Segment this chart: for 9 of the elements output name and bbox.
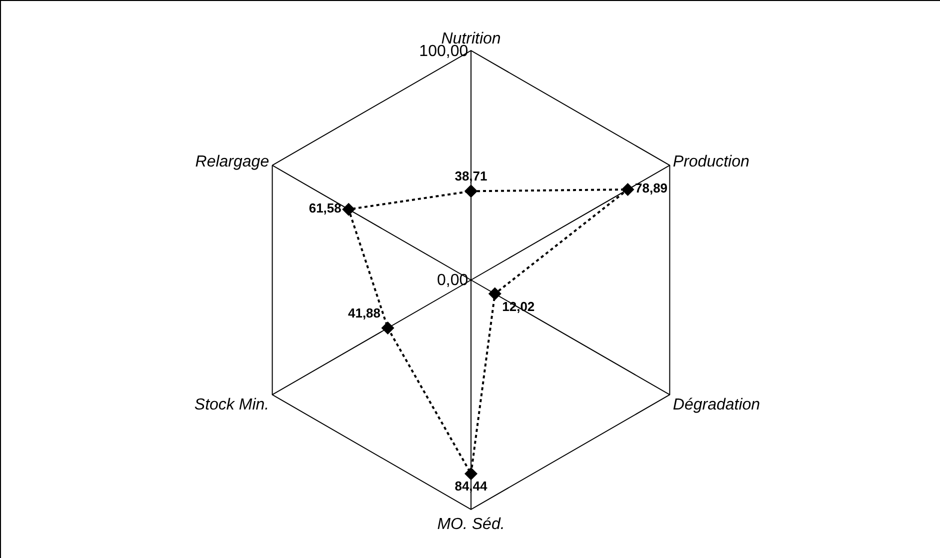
data-label: 61,58 bbox=[308, 200, 342, 216]
y-tick-label: 0,00 bbox=[436, 272, 468, 290]
spoke-label: Stock Min. bbox=[194, 396, 270, 414]
spoke-label: Dégradation bbox=[672, 396, 760, 414]
data-label: 78,89 bbox=[635, 180, 668, 196]
spoke-label: Production bbox=[672, 154, 750, 171]
data-label: 41,88 bbox=[348, 306, 381, 321]
spoke-label: MO. Séd. bbox=[437, 516, 505, 534]
spoke-label: Relargage bbox=[195, 154, 270, 171]
